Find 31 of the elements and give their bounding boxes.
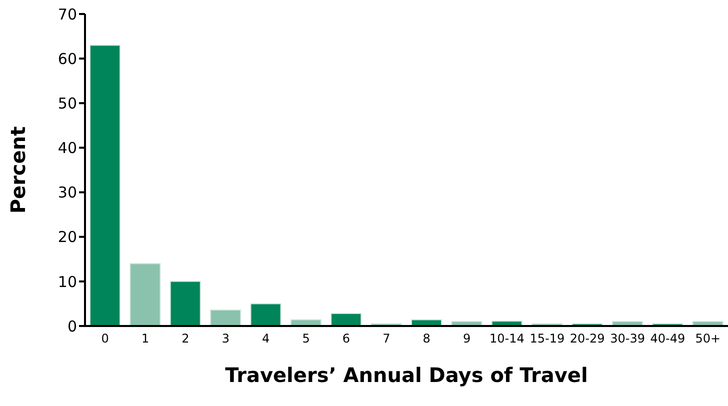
bar xyxy=(250,303,282,326)
x-tick-label: 30-39 xyxy=(610,332,645,346)
x-tick-label: 10-14 xyxy=(490,332,524,346)
x-axis-title: Travelers’ Annual Days of Travel xyxy=(225,363,588,387)
y-axis-title: Percent xyxy=(6,126,30,214)
y-tick-label: 50 xyxy=(58,94,77,112)
y-tick-label: 30 xyxy=(58,184,77,202)
x-tick-label: 4 xyxy=(262,332,270,346)
x-tick-label: 15-19 xyxy=(530,332,565,346)
y-tick-label: 10 xyxy=(58,272,77,291)
bar xyxy=(210,309,242,326)
x-tick-label: 2 xyxy=(182,332,190,346)
x-tick-label: 7 xyxy=(382,332,390,346)
bar xyxy=(130,263,161,326)
y-tick-label: 20 xyxy=(58,228,77,246)
x-tick-label: 50+ xyxy=(695,332,721,346)
x-tick-label: 8 xyxy=(422,332,430,346)
bar xyxy=(170,280,201,326)
y-tick-label: 40 xyxy=(58,139,77,158)
y-tick-label: 70 xyxy=(58,5,77,24)
x-tick-label: 20-29 xyxy=(570,332,605,346)
x-tick-label: 5 xyxy=(302,332,310,346)
x-tick-label: 6 xyxy=(342,332,350,346)
x-tick-label: 9 xyxy=(462,332,471,346)
y-tick-label: 60 xyxy=(58,50,77,68)
bar xyxy=(90,44,120,326)
x-tick-label: 1 xyxy=(141,332,150,346)
x-tick-label: 3 xyxy=(222,332,230,346)
x-tick-label: 0 xyxy=(101,332,109,346)
x-tick-label: 40-49 xyxy=(650,332,686,346)
bar xyxy=(330,313,362,326)
